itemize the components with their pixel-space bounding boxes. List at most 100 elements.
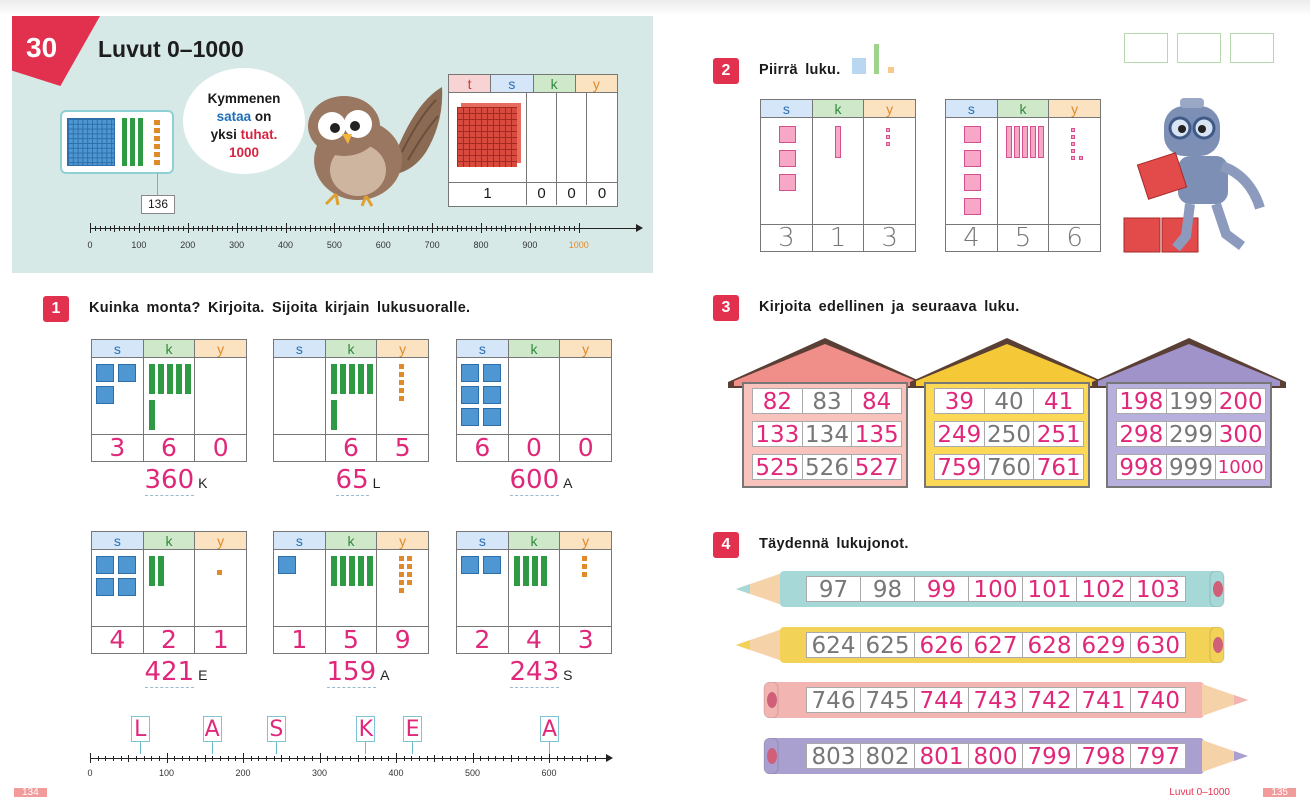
number-line-minor-tick xyxy=(192,225,194,231)
ten-rod-icon xyxy=(339,364,346,394)
ten-rod-icon xyxy=(148,364,155,394)
number-line-minor-tick xyxy=(281,754,283,762)
number-line-minor-tick xyxy=(357,754,359,762)
traced-digit: 4 xyxy=(946,225,998,251)
col-header-s: s xyxy=(946,100,998,117)
answer-letter: E xyxy=(198,667,208,683)
number-line-minor-tick xyxy=(327,755,329,761)
drawn-hundred-square-icon xyxy=(964,174,981,191)
number-line-minor-tick xyxy=(285,223,287,233)
number-line-tick-label: 200 xyxy=(235,768,251,778)
unit-cube-icon xyxy=(582,572,588,577)
house-roof-fill xyxy=(1098,344,1280,386)
numberline-letter-box: L xyxy=(130,716,150,742)
number-line-minor-tick xyxy=(324,225,326,231)
number-line-tick-label: 900 xyxy=(522,240,538,250)
number-line-minor-tick xyxy=(250,755,252,761)
number-line-minor-tick xyxy=(261,224,263,232)
right-page-number: 135 xyxy=(1263,788,1296,797)
house-roof-fill xyxy=(916,344,1098,386)
number-line-minor-tick xyxy=(246,225,248,231)
col-header-y: y xyxy=(575,75,617,92)
number-line-minor-tick xyxy=(133,225,135,231)
number-line-minor-tick xyxy=(378,225,380,231)
tens-cell xyxy=(144,358,196,434)
number-line-minor-tick xyxy=(177,225,179,231)
number-line-minor-tick xyxy=(288,755,290,761)
drawn-unit-cube-icon xyxy=(1079,156,1084,160)
col-header-s: s xyxy=(761,100,813,117)
house-number-cell: 83 xyxy=(803,389,853,413)
score-box-3 xyxy=(1230,33,1274,63)
answer-number: 421 xyxy=(144,657,195,688)
number-line-minor-tick xyxy=(368,225,370,231)
letter-pointer-line xyxy=(139,742,141,754)
hundreds-cell xyxy=(761,118,813,224)
task-1-answer: 159 A xyxy=(303,657,413,688)
ten-rods-icon xyxy=(122,118,146,166)
col-header-y: y xyxy=(560,532,612,549)
house-number-cell: 135 xyxy=(854,422,899,446)
hundred-square-icon xyxy=(461,408,479,426)
house-number-cell: 999 xyxy=(1167,455,1217,479)
pencil-number-cell: 797 xyxy=(1136,744,1180,770)
unit-cube-icon xyxy=(399,380,405,385)
task-1-answer: 600 A xyxy=(486,465,596,496)
number-line-minor-tick xyxy=(227,755,229,761)
number-line-minor-tick xyxy=(197,755,199,761)
number-pencil: 624 625 626 627 628 629 630 xyxy=(736,627,1256,663)
col-header-y: y xyxy=(560,340,612,357)
number-line-minor-tick xyxy=(334,223,336,233)
col-header-k: k xyxy=(533,75,576,92)
number-line-minor-tick xyxy=(151,755,153,761)
number-line-minor-tick xyxy=(437,225,439,231)
number-line-minor-tick xyxy=(212,755,214,761)
ten-rod-icon xyxy=(531,556,538,586)
house-number-cell: 299 xyxy=(1167,422,1217,446)
number-line-minor-tick xyxy=(243,753,244,763)
letter-pointer-line xyxy=(211,742,213,754)
pencil-number-cells: 97 98 99 100 101 102 103 xyxy=(806,576,1186,603)
bubble-word-on: on xyxy=(254,109,272,124)
number-line-minor-tick xyxy=(114,224,116,232)
house-number-cell: 198 xyxy=(1117,389,1167,413)
hundreds-cell xyxy=(946,118,998,224)
col-header-y: y xyxy=(864,100,916,117)
house-number-row: 39 40 41 xyxy=(934,388,1084,414)
number-line-minor-tick xyxy=(300,225,302,231)
pencil-number-cell: 803 xyxy=(807,744,861,770)
number-line-minor-tick xyxy=(304,755,306,761)
number-line-minor-tick xyxy=(578,223,580,233)
col-header-k: k xyxy=(143,532,196,549)
number-line-minor-tick xyxy=(173,225,175,231)
hundreds-cell xyxy=(92,550,144,626)
bubble-line-1: Kymmenen xyxy=(207,91,281,106)
ten-rod-icon xyxy=(357,556,364,586)
pencil-number-cell: 742 xyxy=(1023,688,1077,714)
number-line-minor-tick xyxy=(358,224,360,232)
chapter-title: Luvut 0–1000 xyxy=(98,36,244,62)
pencil-number-cell: 801 xyxy=(915,744,969,770)
number-line-minor-tick xyxy=(197,225,199,231)
unit-cube-icon xyxy=(399,372,405,377)
col-header-s: s xyxy=(92,340,144,357)
ten-rod-icon xyxy=(339,556,346,586)
number-line-minor-tick xyxy=(207,225,209,231)
hundreds-cell xyxy=(92,358,144,434)
written-digit: 2 xyxy=(144,627,196,653)
number-line-minor-tick xyxy=(500,225,502,231)
hundred-square-icon xyxy=(96,364,114,382)
ones-cell xyxy=(195,550,246,626)
owl-illustration-icon xyxy=(308,87,443,207)
number-line-minor-tick xyxy=(569,225,571,231)
number-line-minor-tick xyxy=(571,755,573,761)
number-line-minor-tick xyxy=(339,225,341,231)
number-line-minor-tick xyxy=(109,225,111,231)
written-digit: 5 xyxy=(326,627,378,653)
pencil-number-cell: 627 xyxy=(969,633,1023,659)
number-line-minor-tick xyxy=(296,755,298,761)
hundreds-cell xyxy=(457,358,509,434)
number-line-minor-tick xyxy=(158,755,160,761)
